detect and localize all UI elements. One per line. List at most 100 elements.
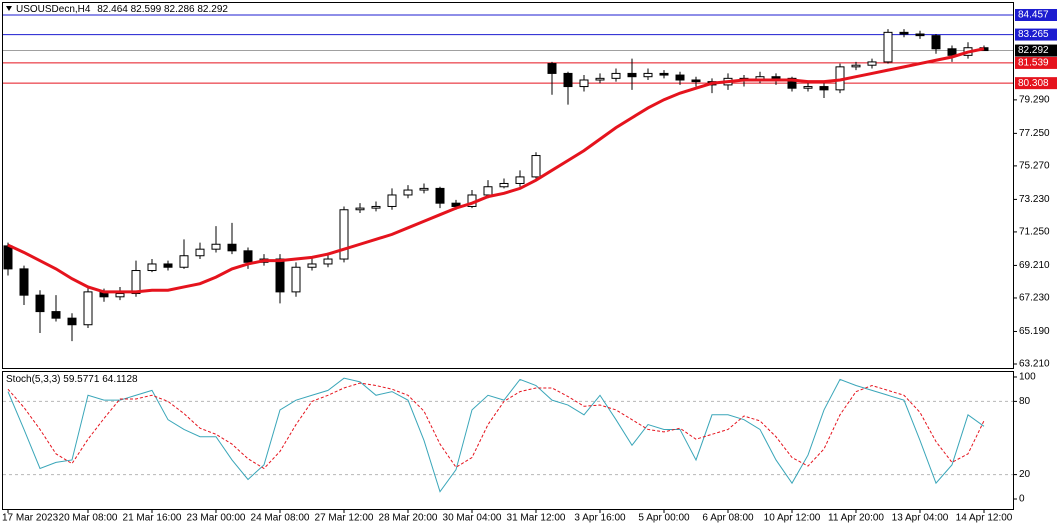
candle-body — [851, 64, 861, 68]
candle-body — [115, 293, 125, 298]
high-value: 82.599 — [131, 4, 162, 15]
stoch-line — [7, 377, 985, 493]
candle-body — [275, 258, 285, 293]
x-tick-label: 14 Apr 12:00 — [956, 513, 1013, 524]
y-tick-label: 71.250 — [1019, 227, 1050, 238]
candle-body — [643, 72, 653, 78]
symbol: USOUSDecn,H4 — [16, 4, 91, 15]
main-pane — [2, 2, 1014, 369]
candle-body — [899, 31, 909, 35]
candle-body — [451, 202, 461, 207]
candle-body — [611, 72, 621, 79]
x-tick-label: 21 Mar 16:00 — [123, 513, 182, 524]
candle-body — [211, 243, 221, 250]
stoch-title: Stoch(5,3,3) — [6, 374, 60, 385]
candle-body — [339, 209, 349, 260]
x-tick-label: 10 Apr 12:00 — [764, 513, 821, 524]
candle-body — [195, 248, 205, 257]
x-tick-label: 31 Mar 12:00 — [507, 513, 566, 524]
candle-body — [499, 182, 509, 188]
x-tick-label: 3 Apr 16:00 — [574, 513, 626, 524]
level-label: 84.457 — [1018, 10, 1049, 21]
x-tick-label: 17 Mar 2023 — [2, 513, 59, 524]
candle-body — [403, 189, 413, 196]
candle-body — [51, 311, 61, 319]
stoch-header: Stoch(5,3,3) 59.5771 64.1128 — [6, 374, 138, 385]
level-tag — [1015, 8, 1057, 21]
candle-body — [691, 79, 701, 83]
candle-body — [179, 255, 189, 268]
x-tick-label: 30 Mar 04:00 — [443, 513, 502, 524]
stoch-signal-value: 64.1128 — [102, 374, 138, 385]
candle-body — [163, 263, 173, 268]
x-tick-label: 23 Mar 00:00 — [187, 513, 246, 524]
x-tick-label: 27 Mar 12:00 — [315, 513, 374, 524]
x-tick-label: 11 Apr 20:00 — [828, 513, 884, 524]
stoch-pane — [2, 371, 1014, 510]
level-tag — [1015, 56, 1057, 69]
y-tick-label: 73.230 — [1019, 194, 1050, 205]
candle-body — [531, 155, 541, 178]
x-tick-label: 13 Apr 04:00 — [892, 513, 949, 524]
y-tick-label: 77.250 — [1019, 128, 1050, 139]
open-value: 82.464 — [97, 4, 128, 15]
candle-body — [883, 31, 893, 63]
y-tick-label: 80 — [1019, 396, 1031, 407]
candle-body — [483, 186, 493, 196]
y-tick-label: 100 — [1019, 372, 1036, 383]
y-tick-label: 63.210 — [1019, 359, 1050, 370]
x-tick-label: 28 Mar 20:00 — [379, 513, 438, 524]
candle-body — [547, 63, 557, 74]
candle-body — [371, 205, 381, 209]
header-icon — [6, 6, 12, 11]
x-tick-label: 20 Mar 08:00 — [59, 513, 118, 524]
level-label: 81.539 — [1018, 58, 1049, 69]
candle-body — [3, 245, 13, 270]
level-label: 83.265 — [1018, 29, 1049, 40]
y-tick-label: 75.270 — [1019, 161, 1050, 172]
candle-body — [67, 317, 77, 326]
candle-body — [787, 77, 797, 89]
candle-body — [243, 250, 253, 263]
candle-body — [515, 176, 525, 184]
candle-body — [563, 72, 573, 88]
level-label: 80.308 — [1018, 78, 1049, 89]
stoch-main-value: 59.5771 — [63, 374, 100, 385]
candle-body — [803, 86, 813, 89]
level-tag — [1015, 77, 1057, 90]
candle-body — [419, 187, 429, 191]
candle-body — [947, 48, 957, 56]
close-value: 82.292 — [197, 4, 228, 15]
current-price-tag — [1015, 44, 1057, 57]
candle-body — [35, 294, 45, 313]
y-tick-label: 67.230 — [1019, 293, 1050, 304]
moving-average — [7, 47, 985, 294]
candle-body — [867, 61, 877, 66]
candle-body — [915, 33, 925, 37]
y-tick-label: 69.210 — [1019, 260, 1050, 271]
current-price-label: 82.292 — [1018, 45, 1049, 56]
low-value: 82.286 — [164, 4, 195, 15]
y-tick-label: 20 — [1019, 469, 1031, 480]
candle-body — [291, 266, 301, 293]
x-tick-label: 24 Mar 08:00 — [251, 513, 310, 524]
level-tag — [1015, 28, 1057, 41]
y-tick-label: 79.290 — [1019, 95, 1050, 106]
candle-body — [307, 263, 317, 268]
candle-body — [387, 194, 397, 207]
stoch-line — [7, 382, 985, 470]
candle-body — [83, 291, 93, 326]
candle-body — [931, 35, 941, 50]
candle-body — [579, 79, 589, 88]
candle-body — [675, 74, 685, 81]
candle-body — [627, 72, 637, 78]
candle-body — [131, 270, 141, 295]
x-tick-label: 6 Apr 08:00 — [702, 513, 754, 524]
y-tick-label: 0 — [1019, 494, 1025, 505]
candle-body — [435, 187, 445, 204]
candle-body — [771, 76, 781, 79]
y-tick-label: 65.190 — [1019, 326, 1050, 337]
x-tick-label: 5 Apr 00:00 — [638, 513, 690, 524]
